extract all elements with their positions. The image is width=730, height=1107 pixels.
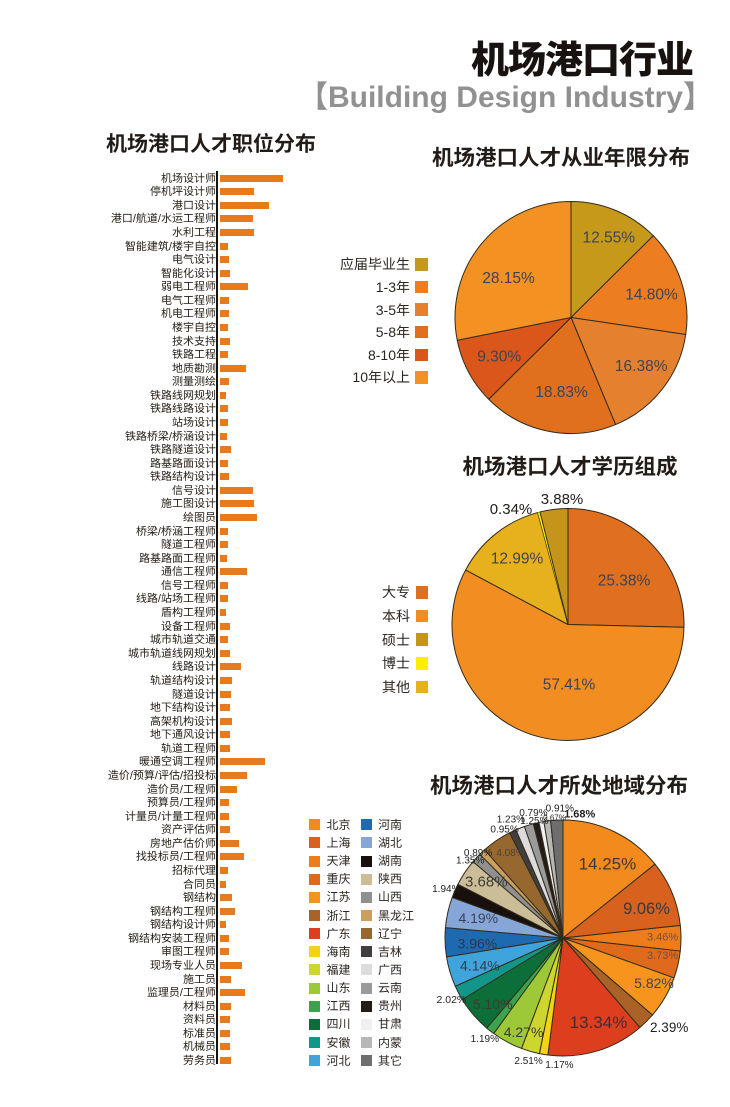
svg-text:57.41%: 57.41% bbox=[543, 677, 596, 694]
svg-text:3.46%: 3.46% bbox=[647, 931, 678, 943]
svg-text:1.35%: 1.35% bbox=[456, 856, 484, 867]
svg-text:3.88%: 3.88% bbox=[541, 491, 584, 508]
svg-text:25.38%: 25.38% bbox=[598, 573, 651, 590]
svg-text:0.91%: 0.91% bbox=[546, 803, 574, 814]
svg-text:12.55%: 12.55% bbox=[583, 230, 636, 247]
svg-text:4.19%: 4.19% bbox=[458, 910, 498, 926]
svg-text:2.39%: 2.39% bbox=[650, 1020, 688, 1035]
svg-text:13.34%: 13.34% bbox=[570, 1013, 628, 1032]
svg-text:0.34%: 0.34% bbox=[490, 501, 533, 518]
svg-text:1.25%: 1.25% bbox=[520, 816, 548, 827]
svg-text:2.02%: 2.02% bbox=[437, 994, 467, 1006]
svg-text:9.06%: 9.06% bbox=[623, 900, 670, 918]
svg-text:1.94%: 1.94% bbox=[432, 884, 460, 895]
svg-text:1.19%: 1.19% bbox=[471, 1034, 499, 1045]
svg-text:0.67%: 0.67% bbox=[543, 813, 566, 822]
svg-text:5.82%: 5.82% bbox=[634, 975, 674, 991]
svg-text:4.14%: 4.14% bbox=[460, 958, 500, 974]
svg-text:0.89%: 0.89% bbox=[464, 848, 492, 859]
svg-text:12.99%: 12.99% bbox=[491, 551, 544, 568]
svg-text:4.08%: 4.08% bbox=[496, 848, 524, 859]
svg-text:28.15%: 28.15% bbox=[482, 270, 535, 287]
svg-text:14.25%: 14.25% bbox=[579, 854, 637, 873]
svg-text:1.68%: 1.68% bbox=[564, 808, 595, 820]
svg-text:4.27%: 4.27% bbox=[504, 1024, 544, 1040]
svg-text:0.79%: 0.79% bbox=[519, 808, 547, 819]
svg-text:14.80%: 14.80% bbox=[625, 287, 678, 304]
svg-text:5.10%: 5.10% bbox=[473, 996, 513, 1012]
svg-text:1.17%: 1.17% bbox=[545, 1060, 573, 1071]
svg-text:3.96%: 3.96% bbox=[458, 936, 498, 952]
svg-text:3.68%: 3.68% bbox=[465, 874, 508, 891]
svg-text:2.51%: 2.51% bbox=[514, 1056, 542, 1067]
svg-text:1.23%: 1.23% bbox=[497, 814, 525, 825]
svg-text:0.95%: 0.95% bbox=[490, 825, 518, 836]
svg-text:9.30%: 9.30% bbox=[477, 348, 521, 365]
svg-text:3.73%: 3.73% bbox=[647, 950, 678, 962]
svg-text:18.83%: 18.83% bbox=[535, 384, 588, 401]
svg-text:16.38%: 16.38% bbox=[615, 358, 668, 375]
